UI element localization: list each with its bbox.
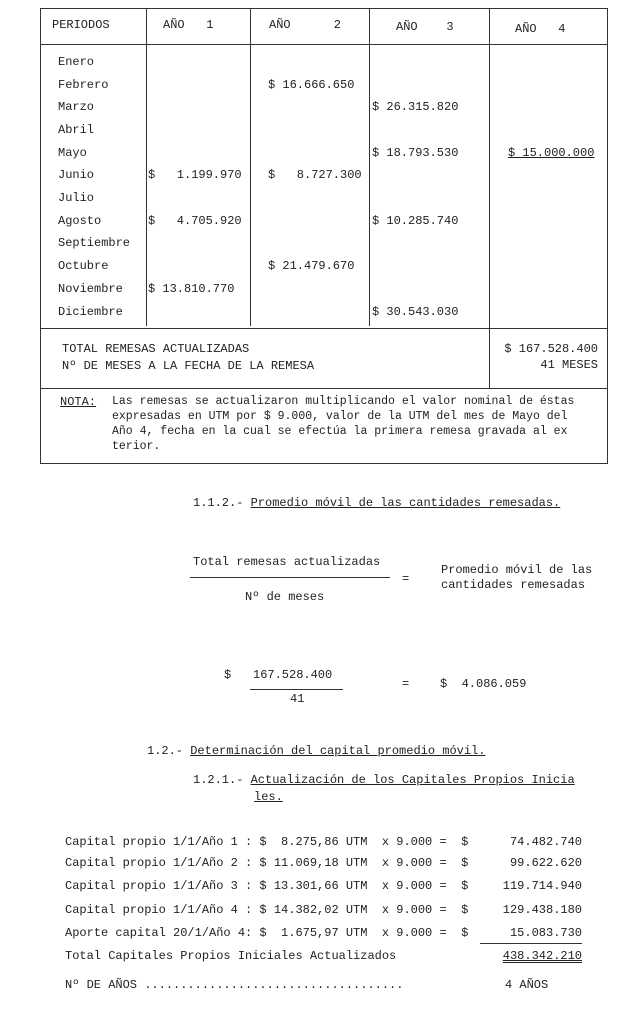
col-divider <box>250 8 251 326</box>
formula-equals: = <box>402 572 410 586</box>
remesa-cell: $ 26.315.820 <box>372 100 459 114</box>
note-label: NOTA: <box>60 395 97 409</box>
years-label: Nº DE AÑOS .............................… <box>65 978 404 992</box>
total-value: $ 167.528.400 <box>504 342 598 356</box>
remesa-cell: $ 4.705.920 <box>148 214 242 228</box>
note-line: expresadas en UTM por $ 9.000, valor de … <box>112 410 568 423</box>
col-divider <box>369 8 370 326</box>
capital-row-value: 119.714.940 <box>502 879 582 893</box>
capital-row-value: 74.482.740 <box>509 835 582 849</box>
month-label: Enero <box>58 55 95 69</box>
remesa-cell: $ 15.000.000 <box>508 146 595 160</box>
capital-row-value: 129.438.180 <box>502 903 582 917</box>
total-capital-value: 438.342.210 <box>502 949 582 963</box>
section-title: Determinación del capital promedio móvil… <box>190 744 486 758</box>
section-title-cont: les. <box>254 790 283 804</box>
remesa-cell: $ 10.285.740 <box>372 214 459 228</box>
remesa-cell: $ 1.199.970 <box>148 168 242 182</box>
month-label: Septiembre <box>58 236 131 250</box>
total-divider <box>40 328 608 329</box>
sum-line <box>480 943 582 944</box>
fraction-line <box>190 577 390 578</box>
header-periodos: PERIODOS <box>52 18 110 32</box>
remesa-cell: $ 8.727.300 <box>268 168 362 182</box>
note-line: terior. <box>112 440 161 453</box>
section-1-2-1: 1.2.1.- Actualización de los Capitales P… <box>193 773 575 787</box>
col-divider <box>146 8 147 326</box>
formula-numerator: Total remesas actualizadas <box>193 555 381 569</box>
month-label: Junio <box>58 168 95 182</box>
calc-result: $ 4.086.059 <box>440 677 527 691</box>
capital-row-value: 15.083.730 <box>509 926 582 940</box>
calc-equals: = <box>402 677 410 691</box>
month-label: Diciembre <box>58 305 123 319</box>
header-year-4: AÑO 4 <box>515 22 566 36</box>
remesa-cell: $ 21.479.670 <box>268 259 355 273</box>
month-label: Marzo <box>58 100 95 114</box>
section-1-1-2: 1.1.2.- Promedio móvil de las cantidades… <box>193 496 560 510</box>
calc-dollar: $ <box>224 668 232 682</box>
month-label: Julio <box>58 191 95 205</box>
total-capital-label: Total Capitales Propios Iniciales Actual… <box>65 949 397 963</box>
fraction-line <box>250 689 343 690</box>
month-label: Febrero <box>58 78 109 92</box>
capital-row-label: Capital propio 1/1/Año 4 : $ 14.382,02 U… <box>65 903 469 917</box>
col-divider <box>489 8 490 388</box>
calc-numerator: 167.528.400 <box>253 668 333 682</box>
note-line: Las remesas se actualizaron multiplicand… <box>112 395 575 408</box>
section-title: Promedio móvil de las cantidades remesad… <box>250 496 561 510</box>
remesa-cell: $ 13.810.770 <box>148 282 235 296</box>
total-label: TOTAL REMESAS ACTUALIZADAS <box>62 342 250 356</box>
section-number: 1.1.2.- <box>193 496 251 510</box>
formula-result: cantidades remesadas <box>441 578 586 592</box>
note-line: Año 4, fecha en la cual se efectúa la pr… <box>112 425 568 438</box>
header-year-2: AÑO 2 <box>269 18 342 32</box>
section-1-2: 1.2.- Determinación del capital promedio… <box>147 744 485 758</box>
section-number: 1.2.1.- <box>193 773 251 787</box>
calc-denominator: 41 <box>290 692 305 706</box>
month-label: Noviembre <box>58 282 123 296</box>
capital-row-label: Capital propio 1/1/Año 1 : $ 8.275,86 UT… <box>65 835 469 849</box>
months-value: 41 MESES <box>540 358 598 372</box>
section-number: 1.2.- <box>147 744 191 758</box>
remesa-cell: $ 30.543.030 <box>372 305 459 319</box>
header-year-3: AÑO 3 <box>396 20 454 34</box>
header-year-1: AÑO 1 <box>163 18 214 32</box>
remesas-table <box>40 8 608 464</box>
formula-denominator: Nº de meses <box>245 590 325 604</box>
remesa-cell: $ 18.793.530 <box>372 146 459 160</box>
month-label: Abril <box>58 123 95 137</box>
years-value: 4 AÑOS <box>505 978 549 992</box>
months-label: Nº DE MESES A LA FECHA DE LA REMESA <box>62 359 315 373</box>
note-divider <box>40 388 608 389</box>
month-label: Octubre <box>58 259 109 273</box>
remesa-cell: $ 16.666.650 <box>268 78 355 92</box>
formula-result: Promedio móvil de las <box>441 563 593 577</box>
header-divider <box>40 44 608 45</box>
capital-row-label: Capital propio 1/1/Año 3 : $ 13.301,66 U… <box>65 879 469 893</box>
month-label: Mayo <box>58 146 87 160</box>
capital-row-label: Aporte capital 20/1/Año 4: $ 1.675,97 UT… <box>65 926 469 940</box>
capital-row-value: 99.622.620 <box>509 856 582 870</box>
section-title: Actualización de los Capitales Propios I… <box>250 773 575 787</box>
month-label: Agosto <box>58 214 102 228</box>
capital-row-label: Capital propio 1/1/Año 2 : $ 11.069,18 U… <box>65 856 469 870</box>
